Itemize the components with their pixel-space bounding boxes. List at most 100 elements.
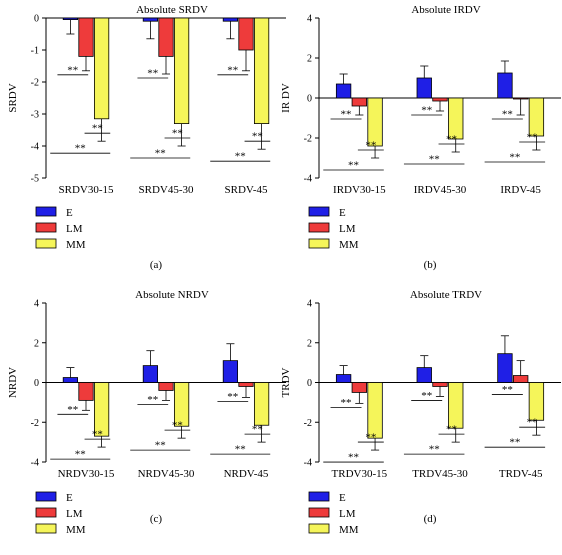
y-axis-label: TRDV bbox=[280, 367, 292, 397]
chart-panel-3: Absolute NRDV 4 2 0 -2 -4 NRDV ** ** ** NRDV30-15 *… bbox=[7, 289, 286, 536]
legend-swatch-mm bbox=[35, 523, 57, 534]
legend: E LM MM bbox=[308, 491, 359, 536]
y-tick-label: -4 bbox=[304, 458, 312, 469]
significance-label: ** bbox=[155, 440, 166, 452]
x-tick-label: NRDV-45 bbox=[224, 468, 269, 480]
significance-label: ** bbox=[348, 452, 359, 464]
significance-label: ** bbox=[365, 432, 376, 444]
legend: E LM MM bbox=[35, 206, 86, 251]
significance-label: ** bbox=[235, 151, 246, 163]
bar-lm bbox=[78, 382, 94, 401]
bar-mm bbox=[448, 382, 464, 429]
category-group: ** ** ** bbox=[323, 365, 384, 464]
y-tick-label: -5 bbox=[31, 174, 39, 185]
bar-e bbox=[62, 377, 79, 383]
y-tick-label: -2 bbox=[31, 78, 39, 89]
bar-mm bbox=[253, 382, 270, 426]
significance-label: ** bbox=[502, 109, 513, 121]
legend-swatch-e bbox=[308, 206, 330, 217]
x-tick-label: NRDV30-15 bbox=[58, 468, 115, 480]
chart-panel-1: Absolute SRDV 0 -1 -2 -3 -4 -5 SRDV ** ** ** SRDV30… bbox=[7, 4, 286, 271]
significance-label: ** bbox=[446, 424, 457, 436]
bar-lm bbox=[238, 382, 254, 387]
bar-e bbox=[222, 17, 238, 22]
category-group: ** ** ** bbox=[484, 335, 546, 449]
chart-panel-4: Absolute TRDV 4 2 0 -2 -4 TRDV ** ** ** TRDV30-15 *… bbox=[280, 289, 561, 536]
x-tick-label: TRDV45-30 bbox=[412, 468, 468, 480]
x-tick-label: TRDV30-15 bbox=[332, 468, 388, 480]
x-tick-label: SRDV45-30 bbox=[138, 184, 194, 196]
panel-caption: (a) bbox=[150, 259, 163, 271]
y-tick-label: 4 bbox=[307, 14, 312, 25]
category-group: ** ** ** bbox=[130, 350, 191, 452]
category-group: ** ** ** bbox=[403, 65, 465, 166]
legend-label-mm: MM bbox=[339, 524, 359, 536]
category-group: ** ** ** bbox=[210, 343, 271, 456]
category-group: ** ** ** bbox=[484, 60, 546, 164]
legend-swatch-mm bbox=[35, 238, 57, 249]
bar-mm bbox=[367, 382, 383, 439]
significance-label: ** bbox=[235, 444, 246, 456]
chart-title: Absolute IRDV bbox=[411, 4, 480, 16]
bar-mm bbox=[173, 17, 190, 124]
bar-lm bbox=[238, 17, 254, 51]
bar-mm bbox=[94, 17, 110, 120]
legend-swatch-lm bbox=[308, 507, 330, 518]
y-tick-label: 4 bbox=[34, 299, 39, 310]
y-tick-label: 2 bbox=[34, 338, 39, 349]
y-tick-label: -2 bbox=[304, 134, 312, 145]
legend-swatch-mm bbox=[308, 238, 330, 249]
significance-label: ** bbox=[429, 154, 440, 166]
significance-label: ** bbox=[252, 424, 263, 436]
bar-e bbox=[222, 360, 238, 383]
bar-lm bbox=[158, 17, 174, 57]
significance-label: ** bbox=[75, 449, 86, 461]
y-axis-label: NRDV bbox=[7, 367, 19, 398]
x-tick-label: SRDV-45 bbox=[225, 184, 268, 196]
significance-label: ** bbox=[67, 64, 78, 76]
legend-swatch-e bbox=[308, 491, 330, 502]
bar-mm bbox=[528, 97, 545, 137]
y-tick-label: -2 bbox=[304, 418, 312, 429]
x-tick-label: IRDV45-30 bbox=[414, 184, 467, 196]
legend-swatch-e bbox=[35, 206, 57, 217]
significance-label: ** bbox=[421, 105, 432, 117]
bar-lm bbox=[432, 382, 448, 387]
significance-label: ** bbox=[92, 429, 103, 441]
y-axis-label: SRDV bbox=[7, 83, 19, 112]
chart-title: Absolute TRDV bbox=[410, 289, 482, 301]
bar-lm bbox=[513, 97, 529, 100]
x-tick-label: IRDV-45 bbox=[500, 184, 541, 196]
bar-lm bbox=[78, 17, 94, 57]
significance-label: ** bbox=[67, 404, 78, 416]
category-group: ** ** ** bbox=[50, 17, 111, 155]
bar-e bbox=[416, 77, 432, 99]
bar-e bbox=[335, 83, 352, 99]
bar-e bbox=[142, 365, 158, 383]
category-group: ** ** ** bbox=[403, 355, 465, 456]
x-tick-label: SRDV30-15 bbox=[58, 184, 114, 196]
significance-label: ** bbox=[92, 123, 103, 135]
significance-label: ** bbox=[527, 132, 538, 144]
legend-swatch-e bbox=[35, 491, 57, 502]
y-tick-label: 4 bbox=[307, 299, 312, 310]
y-axis-label: IR DV bbox=[280, 83, 292, 113]
legend-label-lm: LM bbox=[339, 508, 356, 520]
bar-e bbox=[416, 367, 432, 383]
legend: E LM MM bbox=[308, 206, 359, 251]
legend-swatch-lm bbox=[35, 222, 57, 233]
bar-mm bbox=[528, 382, 545, 421]
significance-label: ** bbox=[365, 140, 376, 152]
legend-label-e: E bbox=[66, 207, 73, 219]
bar-lm bbox=[351, 382, 367, 393]
bar-e bbox=[497, 353, 513, 383]
significance-label: ** bbox=[252, 131, 263, 143]
significance-label: ** bbox=[509, 437, 520, 449]
category-group: ** ** ** bbox=[50, 367, 111, 461]
panel-caption: (d) bbox=[424, 513, 437, 525]
bar-e bbox=[497, 72, 513, 99]
y-tick-label: 0 bbox=[307, 94, 312, 105]
y-tick-label: 0 bbox=[307, 378, 312, 389]
legend-label-lm: LM bbox=[339, 223, 356, 235]
significance-label: ** bbox=[446, 134, 457, 146]
